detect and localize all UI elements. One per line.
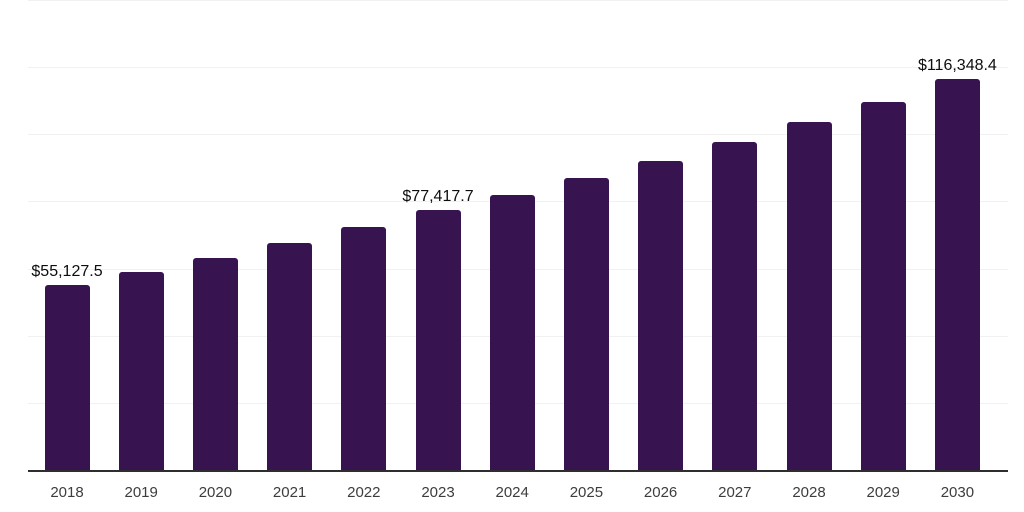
- bar-2018[interactable]: [44, 284, 90, 470]
- x-tick-2028: 2028: [792, 484, 826, 501]
- bar-2029[interactable]: [860, 101, 906, 470]
- bar-2027[interactable]: [712, 142, 758, 470]
- bar-2030[interactable]: [934, 79, 980, 470]
- bar-2020[interactable]: [192, 258, 238, 470]
- data-label-2030: $116,348.4: [917, 57, 997, 75]
- x-tick-2018: 2018: [50, 484, 84, 501]
- gridline: [28, 67, 1008, 68]
- x-tick-2024: 2024: [495, 484, 529, 501]
- bar-2023[interactable]: [415, 210, 461, 470]
- bar-2024[interactable]: [489, 194, 535, 470]
- gridline: [28, 134, 1008, 135]
- x-tick-2023: 2023: [421, 484, 455, 501]
- bar-2028[interactable]: [786, 122, 832, 470]
- bar-2026[interactable]: [638, 160, 684, 470]
- x-tick-2020: 2020: [198, 484, 233, 501]
- x-tick-2027: 2027: [718, 484, 752, 501]
- bar-2025[interactable]: [563, 178, 609, 470]
- gridline: [28, 0, 1008, 1]
- data-label-2023: $77,417.7: [402, 188, 474, 206]
- bar-2019[interactable]: [118, 271, 164, 470]
- x-tick-2019: 2019: [124, 484, 158, 501]
- bar-2021[interactable]: [267, 243, 313, 470]
- data-label-2018: $55,127.5: [31, 262, 103, 280]
- x-tick-2022: 2022: [347, 484, 381, 501]
- x-tick-2026: 2026: [643, 484, 678, 501]
- x-tick-2025: 2025: [569, 484, 604, 501]
- x-tick-2021: 2021: [272, 484, 307, 501]
- bar-2022[interactable]: [341, 227, 387, 470]
- x-tick-2030: 2030: [940, 484, 975, 501]
- x-tick-2029: 2029: [866, 484, 900, 501]
- x-axis-line: [28, 470, 1008, 472]
